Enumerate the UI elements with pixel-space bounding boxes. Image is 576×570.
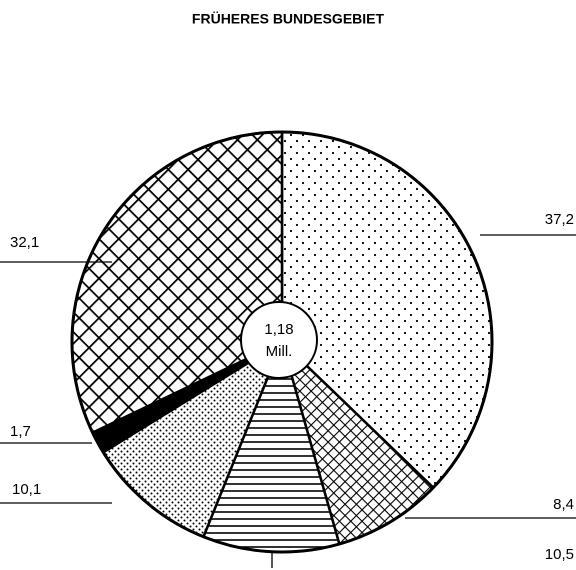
center-label: Mill. [266, 343, 293, 360]
center-hole [240, 301, 318, 379]
value-label: 32,1 [10, 234, 39, 251]
value-label: 8,4 [553, 496, 574, 513]
value-label: 10,5 [545, 546, 574, 563]
pie-outline [70, 130, 494, 554]
center-label: 1,18 [264, 321, 293, 338]
value-label: 1,7 [10, 423, 31, 440]
value-label: 37,2 [545, 211, 574, 228]
chart-title: FRÜHERES BUNDESGEBIET [192, 11, 385, 27]
value-label: 10,1 [12, 481, 41, 498]
